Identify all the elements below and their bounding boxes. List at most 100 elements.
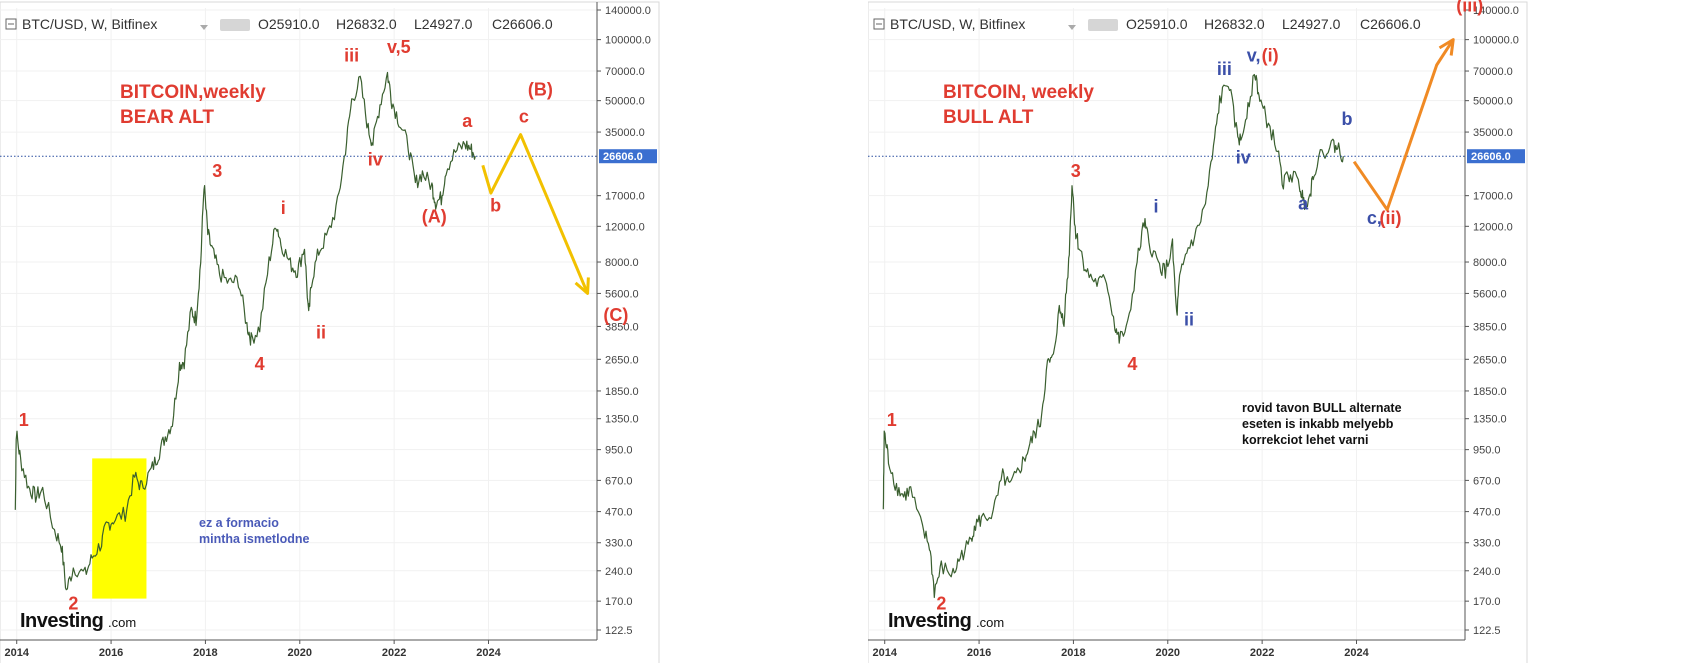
brand-logo: Investing bbox=[20, 610, 103, 632]
projection-arrowhead bbox=[574, 277, 590, 295]
y-tick-label: 3850.0 bbox=[1473, 321, 1507, 333]
y-tick-label: 70000.0 bbox=[1473, 66, 1513, 78]
price-series-line bbox=[14, 71, 476, 591]
y-tick-label: 1350.0 bbox=[1473, 414, 1507, 426]
x-tick-label: 2018 bbox=[193, 647, 217, 659]
y-tick-label: 670.0 bbox=[605, 475, 633, 487]
wave-label: 1 bbox=[19, 410, 29, 430]
x-tick-label: 2020 bbox=[1156, 647, 1180, 659]
y-tick-label: 1850.0 bbox=[1473, 386, 1507, 398]
brand-logo-suffix: .com bbox=[108, 615, 136, 630]
y-tick-label: 50000.0 bbox=[605, 96, 645, 108]
wave-label: ii bbox=[1184, 309, 1194, 329]
wave-label: (C) bbox=[603, 305, 628, 325]
y-tick-label: 100000.0 bbox=[605, 35, 651, 47]
y-tick-label: 240.0 bbox=[605, 566, 633, 578]
wave-label: (iii) bbox=[1456, 0, 1483, 15]
chart-panel-bear-alt: 140000.0 100000.0 70000.0 50000.0 35000.0 170… bbox=[0, 0, 660, 663]
y-tick-label: 3850.0 bbox=[605, 321, 639, 333]
y-tick-label: 140000.0 bbox=[1473, 5, 1519, 17]
y-tick-label: 35000.0 bbox=[605, 127, 645, 139]
collapse-icon bbox=[873, 18, 885, 30]
wave-label: (B) bbox=[528, 80, 553, 100]
chart-panel-bull-alt: 140000.0 100000.0 70000.0 50000.0 35000.0 170… bbox=[868, 0, 1528, 663]
y-tick-label: 950.0 bbox=[605, 445, 633, 457]
x-tick-label: 2018 bbox=[1061, 647, 1085, 659]
wave-label: i bbox=[1153, 197, 1158, 217]
y-tick-label: 17000.0 bbox=[605, 191, 645, 203]
y-tick-label: 8000.0 bbox=[1473, 257, 1507, 269]
y-tick-label: 5600.0 bbox=[605, 288, 639, 300]
ohlc-open: O25910.0 bbox=[258, 16, 320, 32]
y-tick-label: 950.0 bbox=[1473, 445, 1501, 457]
wave-label: iv bbox=[368, 149, 383, 169]
x-tick-label: 2024 bbox=[1344, 647, 1369, 659]
y-tick-label: 330.0 bbox=[605, 538, 633, 550]
chart-frame bbox=[0, 1, 660, 663]
wave-label: v,5 bbox=[387, 37, 411, 57]
x-tick-label: 2014 bbox=[872, 647, 897, 659]
x-tick-label: 2016 bbox=[99, 647, 123, 659]
ohlc-low: L24927.0 bbox=[414, 16, 473, 32]
projection-line bbox=[481, 133, 589, 294]
y-tick-label: 12000.0 bbox=[1473, 221, 1513, 233]
wave-label: (ii) bbox=[1379, 208, 1401, 228]
x-tick-label: 2022 bbox=[382, 647, 406, 659]
y-tick-label: 122.5 bbox=[1473, 625, 1501, 637]
y-tick-label: 17000.0 bbox=[1473, 191, 1513, 203]
price-tag-box bbox=[1467, 149, 1525, 164]
y-tick-label: 8000.0 bbox=[605, 257, 639, 269]
wave-label: b bbox=[1342, 109, 1353, 129]
y-tick-label: 70000.0 bbox=[605, 66, 645, 78]
chart-title-line1: BITCOIN,weekly bbox=[120, 82, 266, 103]
wave-label: 1 bbox=[887, 410, 897, 430]
price-series-line bbox=[882, 73, 1344, 599]
y-tick-label: 122.5 bbox=[605, 625, 633, 637]
projection-arrowhead bbox=[1438, 38, 1455, 56]
annotation-note-line: rovid tavon BULL alternate bbox=[1242, 401, 1402, 415]
y-tick-label: 50000.0 bbox=[1473, 96, 1513, 108]
y-tick-label: 1850.0 bbox=[605, 386, 639, 398]
wave-label: 2 bbox=[68, 593, 78, 613]
wave-label: iv bbox=[1236, 147, 1251, 167]
wave-label: i bbox=[281, 198, 286, 218]
chart-title-line1: BITCOIN, weekly bbox=[943, 82, 1094, 103]
y-tick-label: 240.0 bbox=[1473, 566, 1501, 578]
y-tick-label: 330.0 bbox=[1473, 538, 1501, 550]
chart-title-line2: BEAR ALT bbox=[120, 107, 214, 128]
ohlc-high: H26832.0 bbox=[336, 16, 397, 32]
settings-icon bbox=[220, 19, 250, 31]
wave-label: (i) bbox=[1262, 46, 1279, 66]
wave-label: ii bbox=[316, 323, 326, 343]
price-tag-box bbox=[599, 149, 657, 164]
brand-logo-suffix: .com bbox=[976, 615, 1004, 630]
wave-label: 3 bbox=[1071, 161, 1081, 181]
y-tick-label: 140000.0 bbox=[605, 5, 651, 17]
settings-icon bbox=[1088, 19, 1118, 31]
y-tick-label: 1350.0 bbox=[605, 414, 639, 426]
brand-logo: Investing bbox=[888, 610, 971, 632]
x-tick-label: 2014 bbox=[4, 647, 29, 659]
projection-line bbox=[1352, 38, 1455, 212]
highlight-box bbox=[92, 458, 147, 599]
price-tag-label: 26606.0 bbox=[603, 151, 643, 163]
ohlc-close: C26606.0 bbox=[1360, 16, 1421, 32]
ohlc-close: C26606.0 bbox=[492, 16, 553, 32]
wave-label: 4 bbox=[1127, 354, 1137, 374]
y-tick-label: 670.0 bbox=[1473, 475, 1501, 487]
chart-frame bbox=[868, 1, 1528, 663]
chart-svg-bear-alt: 140000.0 100000.0 70000.0 50000.0 35000.0 170… bbox=[0, 1, 660, 663]
chart-svg-bull-alt: 140000.0 100000.0 70000.0 50000.0 35000.0 170… bbox=[868, 0, 1528, 663]
wave-label: v, bbox=[1247, 46, 1261, 66]
wave-label: a bbox=[462, 111, 473, 131]
wave-label: b bbox=[490, 195, 501, 215]
annotation-note-line: ez a formacio bbox=[199, 516, 279, 530]
chart-title-line2: BULL ALT bbox=[943, 107, 1034, 128]
y-tick-label: 12000.0 bbox=[605, 221, 645, 233]
y-tick-label: 170.0 bbox=[1473, 596, 1501, 608]
annotation-note-line: eseten is inkabb melyebb bbox=[1242, 417, 1394, 431]
x-tick-label: 2022 bbox=[1250, 647, 1274, 659]
y-tick-label: 35000.0 bbox=[1473, 127, 1513, 139]
symbol-label: BTC/USD, W, Bitfinex bbox=[22, 16, 157, 32]
wave-label: 4 bbox=[255, 354, 265, 374]
